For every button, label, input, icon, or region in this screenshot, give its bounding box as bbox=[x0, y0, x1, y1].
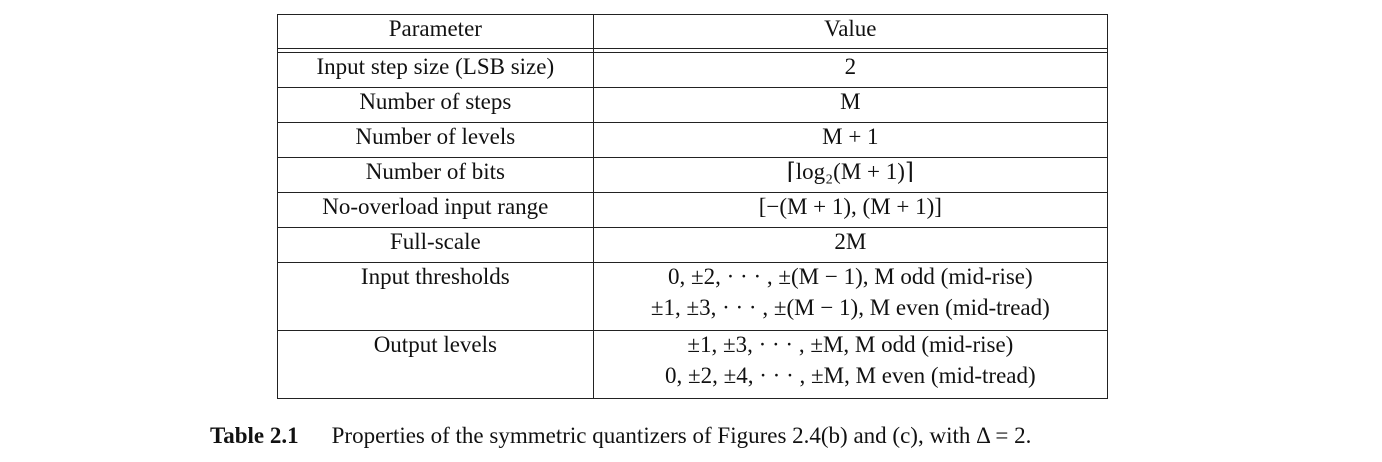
caption-label: Table 2.1 bbox=[210, 423, 299, 448]
param-cell: Output levels bbox=[277, 330, 594, 399]
value-cell: M bbox=[592, 87, 1109, 123]
caption-text: Properties of the symmetric quantizers o… bbox=[331, 423, 1032, 448]
param-cell: Input step size (LSB size) bbox=[277, 52, 594, 88]
param-cell: No-overload input range bbox=[277, 192, 594, 228]
param-cell: Number of bits bbox=[277, 157, 594, 193]
value-cell: ±1, ±3, · · · , ±M, M odd (mid-rise) 0, … bbox=[592, 330, 1109, 399]
param-cell: Number of levels bbox=[277, 122, 594, 158]
table-row: Output levels ±1, ±3, · · · , ±M, M odd … bbox=[277, 330, 1109, 399]
param-cell: Input thresholds bbox=[277, 262, 594, 331]
value-cell: 0, ±2, · · · , ±(M − 1), M odd (mid-rise… bbox=[592, 262, 1109, 331]
table-row: Input step size (LSB size) 2 bbox=[277, 52, 1109, 88]
value-cell: M + 1 bbox=[592, 122, 1109, 158]
value-line: 0, ±2, · · · , ±(M − 1), M odd (mid-rise… bbox=[668, 264, 1033, 289]
table-row: Number of steps M bbox=[277, 87, 1109, 123]
header-parameter: Parameter bbox=[277, 14, 594, 49]
table-row: Number of levels M + 1 bbox=[277, 122, 1109, 158]
value-line: ±1, ±3, · · · , ±(M − 1), M even (mid-tr… bbox=[650, 295, 1050, 321]
param-cell: Full-scale bbox=[277, 227, 594, 263]
table-row: Number of bits ⌈log₂(M + 1)⌉ bbox=[277, 157, 1109, 193]
table-header-row: Parameter Value bbox=[277, 14, 1109, 49]
properties-table-container: Parameter Value Input step size (LSB siz… bbox=[277, 14, 1109, 399]
table-row: Full-scale 2M bbox=[277, 227, 1109, 263]
header-value: Value bbox=[592, 14, 1109, 49]
param-cell: Number of steps bbox=[277, 87, 594, 123]
value-cell: 2 bbox=[592, 52, 1109, 88]
table-caption: Table 2.1 Properties of the symmetric qua… bbox=[210, 423, 1031, 449]
table-row: Input thresholds 0, ±2, · · · , ±(M − 1)… bbox=[277, 262, 1109, 331]
value-line: 0, ±2, ±4, · · · , ±M, M even (mid-tread… bbox=[665, 363, 1036, 389]
value-line: ±1, ±3, · · · , ±M, M odd (mid-rise) bbox=[687, 332, 1014, 357]
value-cell: 2M bbox=[592, 227, 1109, 263]
properties-table: Parameter Value Input step size (LSB siz… bbox=[277, 14, 1109, 399]
value-cell: [−(M + 1), (M + 1)] bbox=[592, 192, 1109, 228]
table-row: No-overload input range [−(M + 1), (M + … bbox=[277, 192, 1109, 228]
value-cell: ⌈log₂(M + 1)⌉ bbox=[592, 157, 1109, 193]
